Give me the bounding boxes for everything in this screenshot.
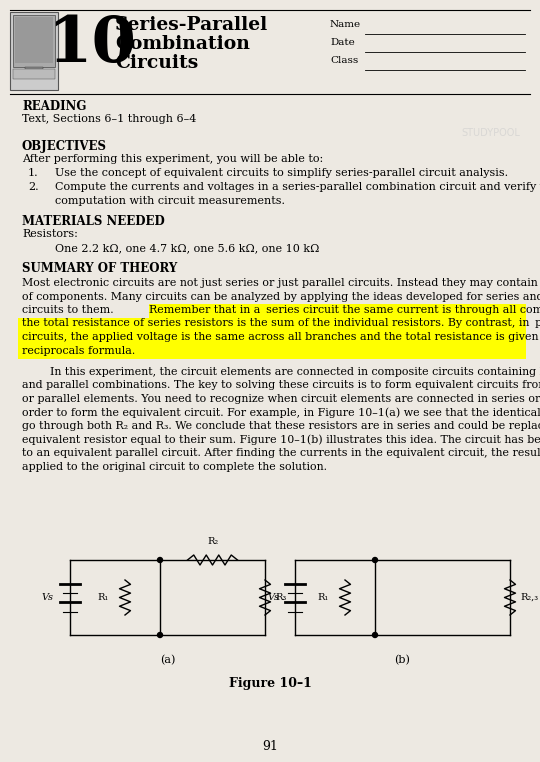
Text: go through both R₂ and R₃. We conclude that these resistors are in series and co: go through both R₂ and R₃. We conclude t… <box>22 421 540 431</box>
Text: Name: Name <box>330 20 361 29</box>
Text: Combination: Combination <box>115 35 250 53</box>
Text: Remember that in a  series circuit the same current is through all components, a: Remember that in a series circuit the sa… <box>149 305 540 315</box>
Text: After performing this experiment, you will be able to:: After performing this experiment, you wi… <box>22 154 323 164</box>
Text: (b): (b) <box>395 655 410 665</box>
Text: Resistors:: Resistors: <box>22 229 78 239</box>
Text: or parallel elements. You need to recognize when circuit elements are connected : or parallel elements. You need to recogn… <box>22 394 540 404</box>
Circle shape <box>373 632 377 638</box>
Text: Most electronic circuits are not just series or just parallel circuits. Instead : Most electronic circuits are not just se… <box>22 278 540 288</box>
Text: to an equivalent parallel circuit. After finding the currents in the equivalent : to an equivalent parallel circuit. After… <box>22 448 540 458</box>
Text: 10: 10 <box>48 14 137 75</box>
Text: In this experiment, the circuit elements are connected in composite circuits con: In this experiment, the circuit elements… <box>22 367 540 377</box>
Bar <box>25 67 43 75</box>
Text: R₃: R₃ <box>275 593 286 602</box>
Text: R₁: R₁ <box>318 593 329 602</box>
Text: R₁: R₁ <box>98 593 109 602</box>
Bar <box>13 15 55 67</box>
Text: Series-Parallel: Series-Parallel <box>115 16 268 34</box>
Text: R₂,₃: R₂,₃ <box>520 593 538 602</box>
Bar <box>13 69 55 79</box>
Text: OBJECTIVES: OBJECTIVES <box>22 140 107 153</box>
Bar <box>18 318 526 332</box>
Text: Compute the currents and voltages in a series-parallel combination circuit and v: Compute the currents and voltages in a s… <box>55 182 540 192</box>
Text: circuits, the applied voltage is the same across all branches and the total resi: circuits, the applied voltage is the sam… <box>22 332 540 342</box>
Text: applied to the original circuit to complete the solution.: applied to the original circuit to compl… <box>22 462 327 472</box>
Text: of components. Many circuits can be analyzed by applying the ideas developed for: of components. Many circuits can be anal… <box>22 292 540 302</box>
Text: computation with circuit measurements.: computation with circuit measurements. <box>55 196 285 206</box>
Bar <box>10 12 58 90</box>
Bar <box>18 344 526 359</box>
Text: MATERIALS NEEDED: MATERIALS NEEDED <box>22 215 165 228</box>
Text: READING: READING <box>22 100 86 113</box>
Text: Vs: Vs <box>267 593 279 602</box>
Text: reciprocals formula.: reciprocals formula. <box>22 345 135 356</box>
Text: 91: 91 <box>262 740 278 753</box>
Text: Text, Sections 6–1 through 6–4: Text, Sections 6–1 through 6–4 <box>22 114 197 124</box>
Text: the total resistance of series resistors is the sum of the individual resistors.: the total resistance of series resistors… <box>22 319 540 328</box>
Text: Use the concept of equivalent circuits to simplify series-parallel circuit analy: Use the concept of equivalent circuits t… <box>55 168 508 178</box>
Bar <box>149 304 526 319</box>
Text: Vs: Vs <box>42 593 54 602</box>
Text: 2.: 2. <box>28 182 39 192</box>
Text: One 2.2 kΩ, one 4.7 kΩ, one 5.6 kΩ, one 10 kΩ: One 2.2 kΩ, one 4.7 kΩ, one 5.6 kΩ, one … <box>55 243 319 253</box>
Text: SUMMARY OF THEORY: SUMMARY OF THEORY <box>22 262 177 275</box>
Text: and parallel combinations. The key to solving these circuits is to form equivale: and parallel combinations. The key to so… <box>22 380 540 390</box>
Text: (a): (a) <box>160 655 175 665</box>
Text: Figure 10–1: Figure 10–1 <box>228 677 312 690</box>
Text: STUDYPOOL: STUDYPOOL <box>461 128 520 138</box>
Text: equivalent resistor equal to their sum. Figure 10–1(b) illustrates this idea. Th: equivalent resistor equal to their sum. … <box>22 434 540 445</box>
Bar <box>15 17 53 63</box>
Circle shape <box>373 558 377 562</box>
Text: R₂: R₂ <box>207 537 218 546</box>
Text: circuits to them.: circuits to them. <box>22 305 117 315</box>
Text: 1.: 1. <box>28 168 39 178</box>
Bar <box>18 331 526 345</box>
Text: Date: Date <box>330 38 355 47</box>
Text: Circuits: Circuits <box>115 54 198 72</box>
Circle shape <box>158 558 163 562</box>
Text: order to form the equivalent circuit. For example, in Figure 10–1(a) we see that: order to form the equivalent circuit. Fo… <box>22 408 540 418</box>
Circle shape <box>158 632 163 638</box>
Text: Class: Class <box>330 56 358 65</box>
